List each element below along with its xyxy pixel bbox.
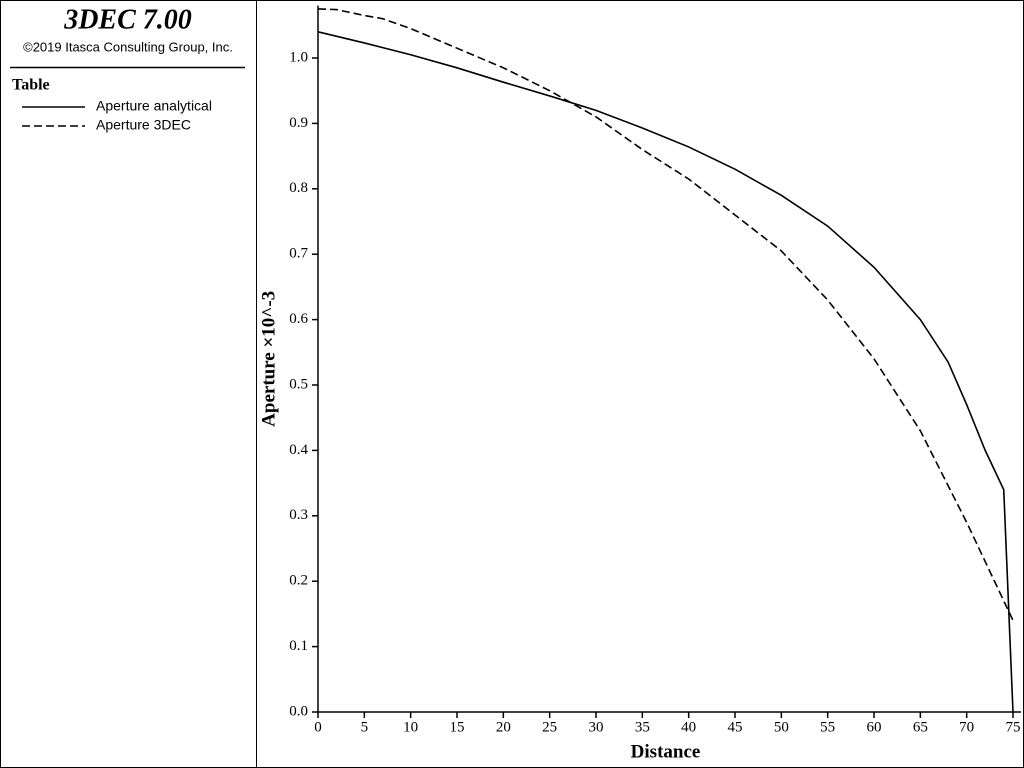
x-tick-label: 35 (635, 719, 650, 735)
y-tick-label: 0.2 (289, 573, 308, 589)
plot-area: 0.0 0.1 0.2 0.3 0.4 0.5 0.6 0.7 0.8 0.9 1.0 0 5 10 15 2… (258, 5, 1021, 762)
legend-title: Table (12, 77, 50, 94)
y-tick-label: 0.0 (289, 703, 308, 719)
y-tick-label: 0.7 (289, 246, 308, 262)
y-tick-label: 0.1 (289, 638, 308, 654)
y-tick-label: 0.3 (289, 507, 308, 523)
x-tick-label: 60 (867, 719, 882, 735)
legend-label: Aperture 3DEC (96, 117, 191, 133)
x-tick-label: 15 (450, 719, 465, 735)
x-tick-label: 5 (361, 719, 369, 735)
y-tick-label: 0.6 (289, 311, 308, 327)
x-axis-label: Distance (631, 741, 701, 762)
y-tick-label: 1.0 (289, 49, 308, 65)
x-tick-label: 75 (1006, 719, 1021, 735)
x-tick-label: 65 (913, 719, 928, 735)
series-line (317, 31, 1014, 713)
series-line (317, 8, 1014, 621)
y-tick-label: 0.8 (289, 180, 308, 196)
x-tick-label: 40 (681, 719, 696, 735)
x-tick-label: 0 (314, 719, 322, 735)
y-tick-label: 0.5 (289, 376, 308, 392)
x-tick-label: 25 (542, 719, 557, 735)
x-tick-label: 70 (959, 719, 974, 735)
x-tick-label: 55 (820, 719, 835, 735)
x-tick-label: 10 (403, 719, 418, 735)
x-tick-label: 20 (496, 719, 511, 735)
y-tick-label: 0.9 (289, 115, 308, 131)
x-tick-label: 30 (589, 719, 604, 735)
legend: Aperture analytical Aperture 3DEC (22, 98, 212, 133)
x-tick-label: 50 (774, 719, 789, 735)
x-tick-label: 45 (728, 719, 743, 735)
y-tick-label: 0.4 (289, 442, 308, 458)
legend-label: Aperture analytical (96, 98, 212, 114)
copyright: ©2019 Itasca Consulting Group, Inc. (23, 39, 233, 54)
app-title: 3DEC 7.00 (63, 4, 192, 35)
y-axis-label: Aperture ×10^-3 (258, 291, 279, 427)
